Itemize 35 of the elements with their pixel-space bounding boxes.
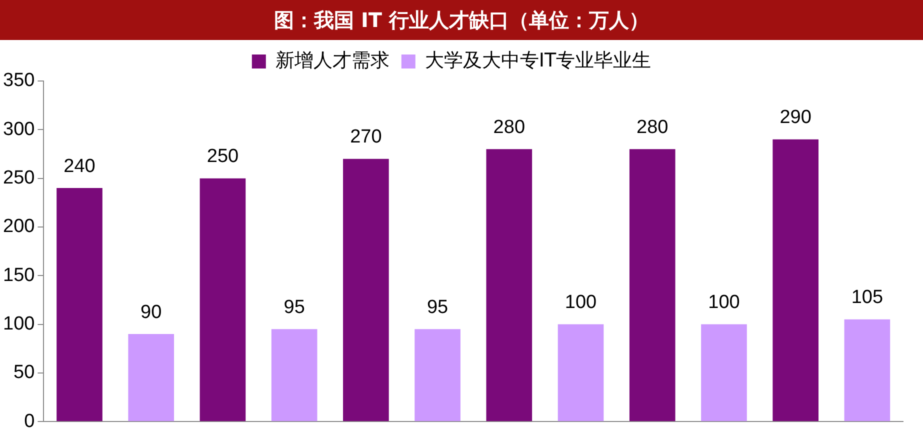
bar [200, 178, 246, 422]
y-tick-label: 50 [14, 362, 35, 384]
data-label: 280 [636, 116, 668, 138]
y-tick-label: 200 [3, 216, 35, 238]
chart-title: 图：我国 IT 行业人才缺口（单位：万人） [0, 0, 923, 40]
bar [701, 324, 747, 422]
bar [558, 324, 604, 422]
bar [844, 319, 890, 422]
bar [56, 188, 102, 422]
data-label: 105 [851, 287, 884, 308]
y-tick-label: 300 [3, 118, 35, 140]
bar [271, 329, 318, 422]
data-label: 290 [780, 107, 812, 128]
data-label: 100 [564, 292, 597, 314]
data-label: 100 [708, 292, 740, 314]
y-tick-label: 250 [3, 168, 35, 189]
data-label: 270 [350, 126, 382, 148]
bar [128, 334, 174, 422]
data-label: 240 [64, 156, 96, 177]
bar [629, 149, 676, 422]
y-tick-label: 100 [3, 314, 35, 335]
y-tick-label: 350 [3, 70, 35, 92]
bar [486, 149, 532, 422]
data-label: 95 [284, 296, 305, 318]
bar [343, 158, 389, 422]
legend-label: 新增人才需求 [275, 49, 390, 72]
bar [414, 329, 460, 422]
bar [772, 139, 818, 422]
data-label: 280 [493, 116, 526, 138]
data-label: 90 [140, 302, 162, 323]
data-label: 95 [426, 296, 448, 318]
data-label: 250 [206, 146, 239, 168]
y-tick-label: 150 [3, 264, 35, 286]
legend-label: 大学及大中专IT专业毕业生 [424, 49, 652, 72]
y-tick-label: 0 [24, 410, 35, 432]
